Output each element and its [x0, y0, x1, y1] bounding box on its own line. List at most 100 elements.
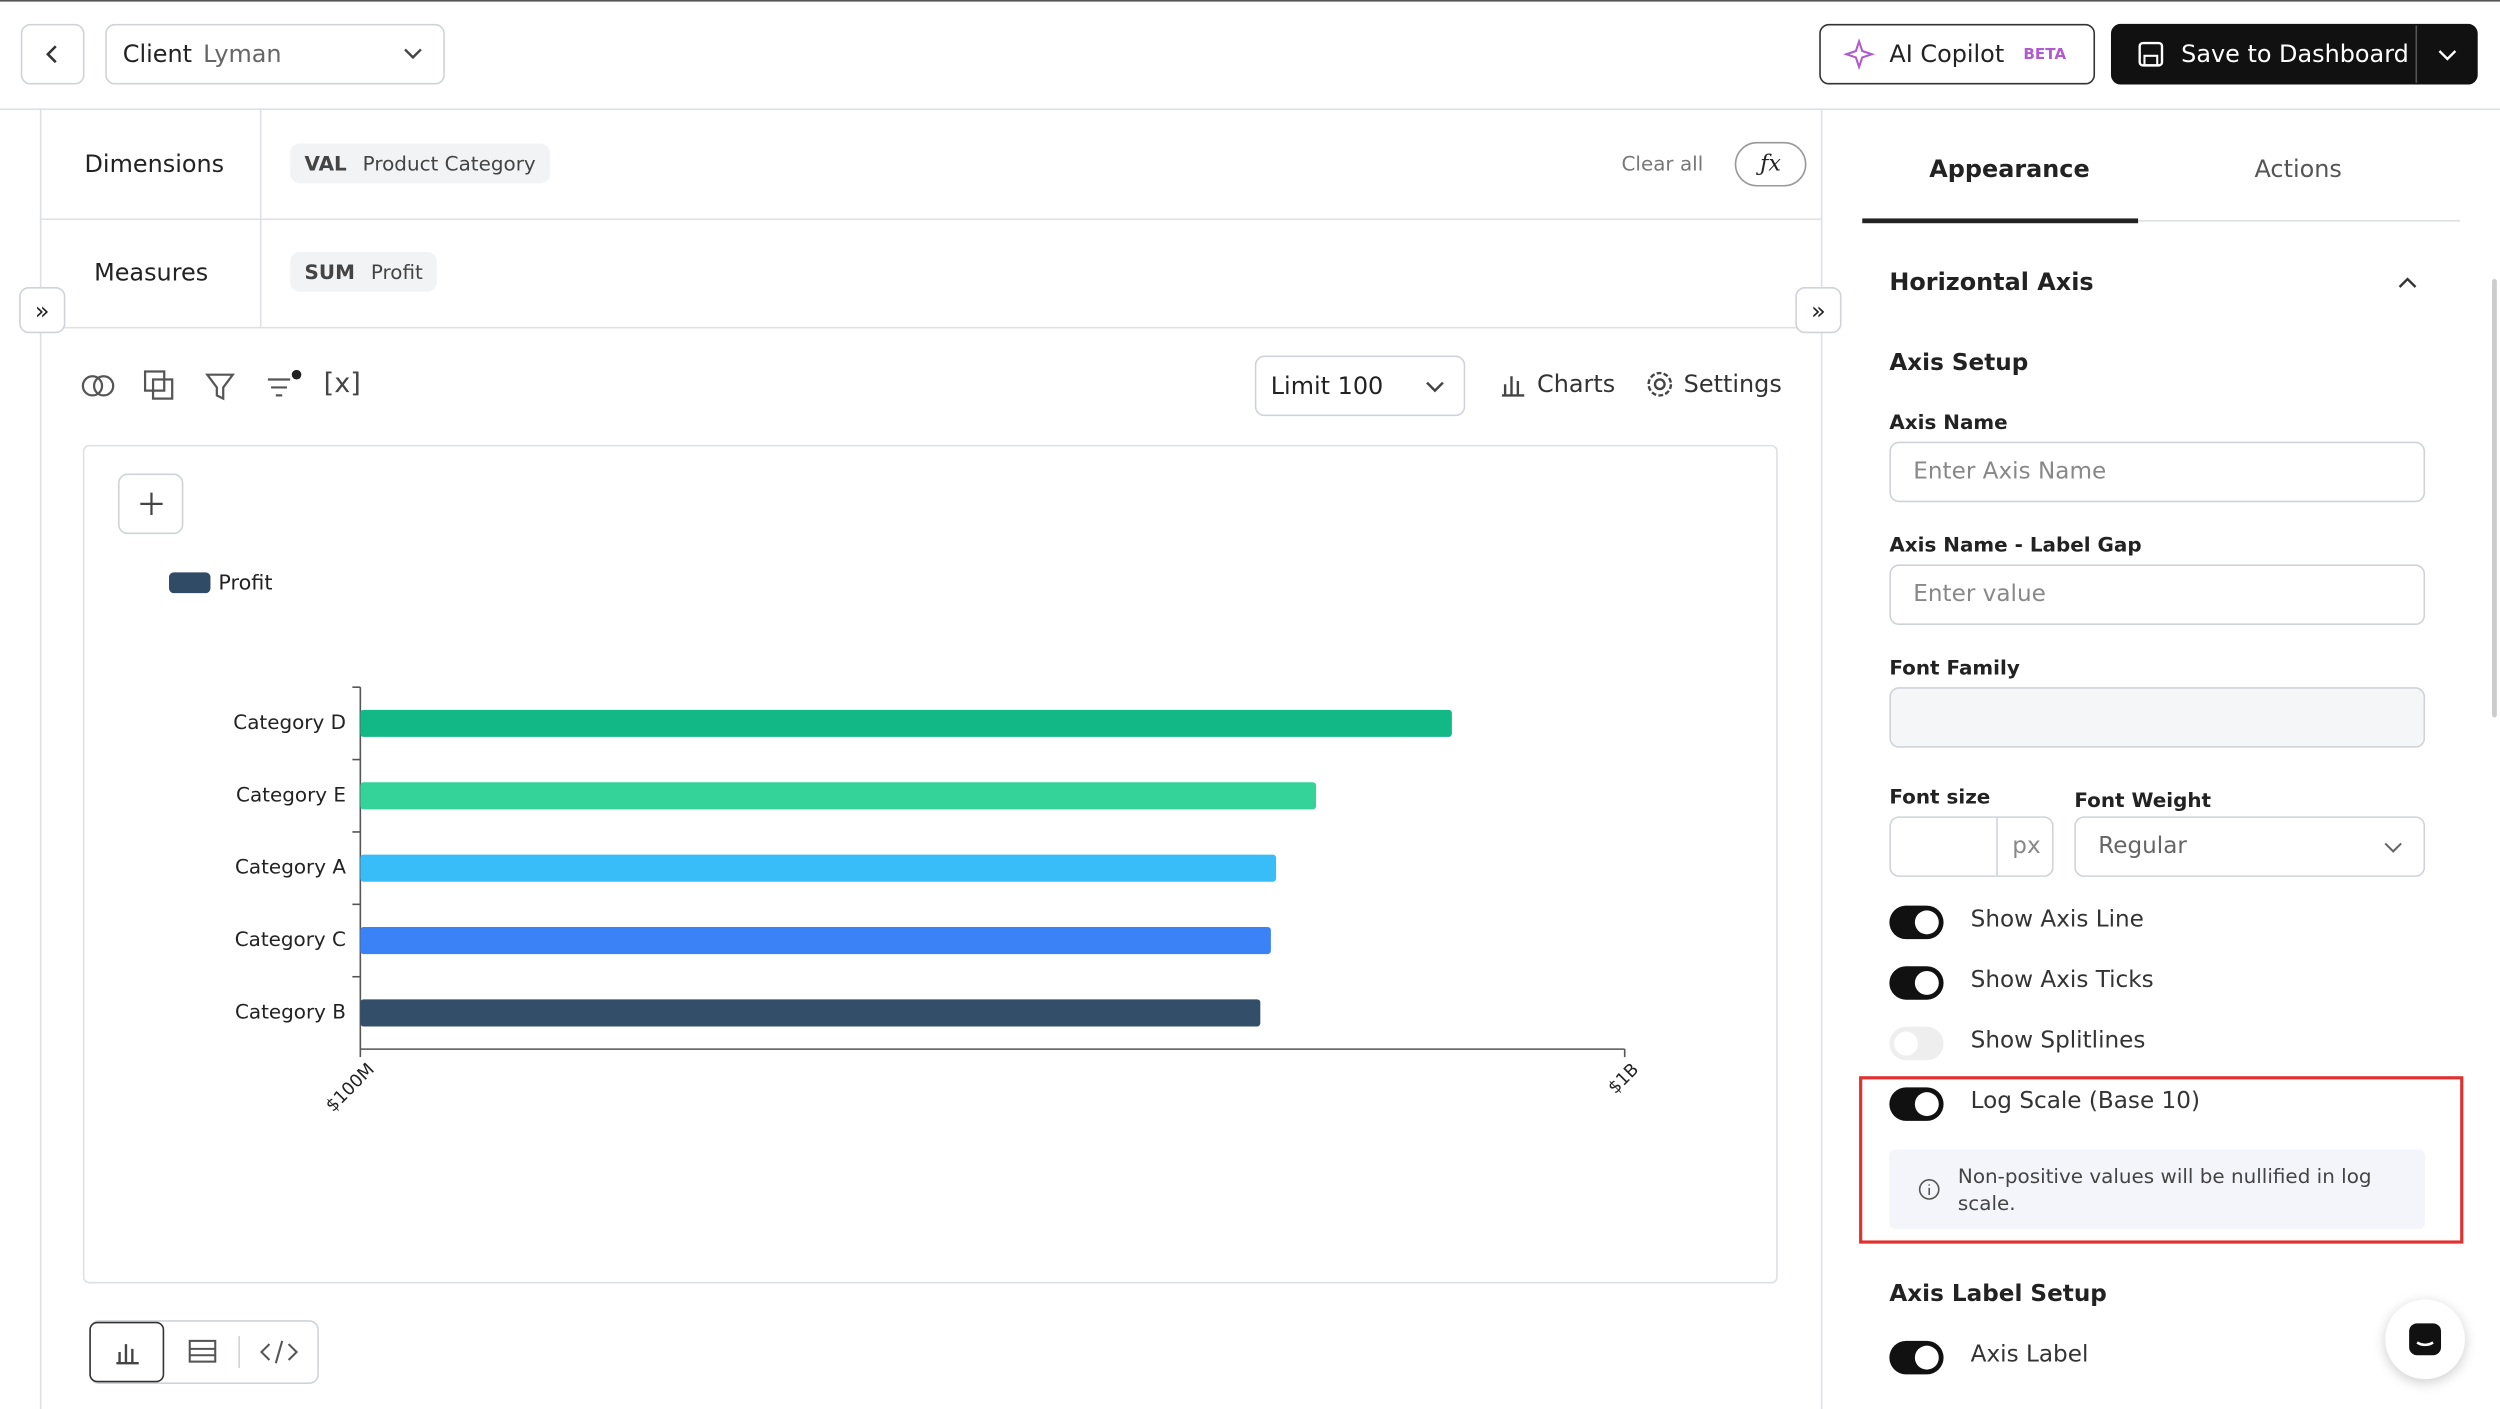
- section-title[interactable]: Horizontal Axis: [1889, 267, 2094, 297]
- gap-input[interactable]: Enter value: [1889, 564, 2426, 626]
- toggle-label: Show Splitlines: [1970, 1028, 2146, 1054]
- x-tick-label: $100M: [322, 1060, 378, 1116]
- charts-label: Charts: [1537, 369, 1616, 399]
- save-button[interactable]: Save to Dashboard: [2110, 23, 2478, 85]
- bar: [360, 999, 1261, 1027]
- client-label: Client: [122, 39, 193, 69]
- client-value: Lyman: [203, 39, 282, 69]
- bar: [360, 709, 1452, 737]
- y-tick-label: Category A: [235, 856, 346, 879]
- expand-right[interactable]: »: [1795, 286, 1842, 334]
- chart-view[interactable]: [89, 1321, 165, 1383]
- toggle-switch[interactable]: [1889, 1087, 1944, 1121]
- bar: [360, 782, 1317, 810]
- row-border: [39, 218, 1821, 221]
- back-icon: [46, 45, 57, 64]
- expand-left[interactable]: »: [19, 286, 66, 334]
- settings-label: Settings: [1683, 369, 1782, 399]
- table-view[interactable]: [164, 1336, 241, 1368]
- bar: [360, 926, 1271, 955]
- client-select[interactable]: Client Lyman: [105, 23, 445, 85]
- formula-button[interactable]: ƒx: [1734, 141, 1807, 187]
- tab[interactable]: Actions: [2254, 154, 2342, 184]
- header-border: [0, 108, 2500, 111]
- y-tick-label: Category B: [235, 1000, 346, 1023]
- field-label: Axis Name - Label Gap: [1889, 532, 2142, 557]
- font-size-input[interactable]: px: [1889, 816, 2055, 877]
- row-border: [39, 326, 1821, 329]
- agg: VAL: [304, 151, 347, 176]
- beta-badge: BETA: [2023, 45, 2067, 63]
- charts-button[interactable]: Charts: [1499, 370, 1615, 399]
- chart-card: Profit $100M $1B Category D Category E Catego…: [82, 444, 1778, 1284]
- agg: SUM: [304, 259, 355, 284]
- back-button[interactable]: [20, 23, 85, 85]
- save-icon: [2138, 41, 2164, 67]
- measures-label: Measures: [94, 258, 209, 287]
- toolbar-icons[interactable]: [80, 367, 303, 405]
- dimensions-label: Dimensions: [84, 149, 225, 179]
- left-border: [39, 108, 42, 1409]
- toggle-label: Show Axis Ticks: [1970, 967, 2154, 994]
- field-label: Font Weight: [2074, 787, 2212, 812]
- font-family-input[interactable]: [1889, 687, 2426, 748]
- toggle-switch[interactable]: [1889, 1340, 1944, 1375]
- toggle-switch[interactable]: [1889, 966, 1944, 1000]
- field-label: Font size: [1889, 784, 1991, 809]
- limit-label: Limit 100: [1270, 371, 1384, 401]
- toggle-switch[interactable]: [1889, 905, 1944, 940]
- info-icon: [1918, 1179, 1940, 1200]
- ai-copilot-label: AI Copilot: [1889, 39, 2005, 69]
- charts-icon: [1501, 376, 1525, 397]
- plus-icon: [139, 492, 162, 515]
- settings-button[interactable]: Settings: [1645, 369, 1782, 399]
- x-tick-label: $1B: [1605, 1060, 1643, 1098]
- divider: [2415, 25, 2418, 83]
- limit-select[interactable]: Limit 100: [1254, 355, 1466, 417]
- field-label: Axis Name: [1889, 409, 2008, 434]
- y-tick-label: Category C: [235, 928, 346, 951]
- highlight-box: [1859, 1076, 2464, 1244]
- chart: Profit $100M $1B Category D Category E Catego…: [169, 571, 1643, 1116]
- save-label: Save to Dashboard: [2181, 39, 2409, 69]
- font-weight-value: Regular: [2098, 833, 2187, 860]
- axis-name-input[interactable]: Enter Axis Name: [1889, 441, 2426, 503]
- field: Product Category: [362, 151, 536, 176]
- chat-button[interactable]: [2385, 1299, 2465, 1380]
- panel-border: [1820, 108, 1823, 1409]
- sparkle-icon: [1843, 38, 1876, 71]
- field: Profit: [370, 259, 423, 284]
- subsection-title: Axis Setup: [1889, 350, 2029, 377]
- dropdown-icon[interactable]: [2438, 48, 2457, 64]
- clear-all[interactable]: Clear all: [1621, 151, 1704, 176]
- y-tick-label: Category E: [236, 783, 346, 806]
- toggle-label: Log Scale (Base 10): [1970, 1088, 2200, 1115]
- measure-chip[interactable]: SUM Profit: [290, 251, 438, 292]
- chevron: [1426, 381, 1444, 393]
- chevron: [404, 48, 422, 60]
- variables-button[interactable]: [x]: [323, 368, 361, 401]
- toggle-label: Axis Label: [1970, 1342, 2089, 1368]
- note-box: Non-positive values will be nullified in…: [1889, 1149, 2426, 1230]
- ai-copilot-button[interactable]: AI Copilot BETA: [1819, 23, 2096, 85]
- settings-icon: [1647, 371, 1673, 397]
- tab-active[interactable]: Appearance: [1929, 154, 2090, 184]
- field-label: Font Family: [1889, 655, 2020, 680]
- collapse-icon[interactable]: [2398, 274, 2417, 290]
- unit: px: [1996, 817, 2055, 876]
- code-view[interactable]: [241, 1336, 318, 1368]
- toggle-switch[interactable]: [1889, 1026, 1944, 1061]
- note-text: Non-positive values will be nullified in…: [1957, 1163, 2372, 1215]
- toggle-label: Show Axis Line: [1970, 907, 2144, 933]
- add-button[interactable]: [117, 473, 184, 535]
- subsection-title: Axis Label Setup: [1889, 1281, 2107, 1308]
- view-switch[interactable]: [89, 1320, 319, 1384]
- font-weight-select[interactable]: Regular: [2074, 816, 2426, 877]
- tab-underline: [1862, 218, 2139, 224]
- scrollbar: [2492, 279, 2497, 718]
- dimension-chip[interactable]: VAL Product Category: [290, 143, 551, 184]
- legend-swatch: [169, 572, 211, 594]
- top-border: [0, 0, 2500, 2]
